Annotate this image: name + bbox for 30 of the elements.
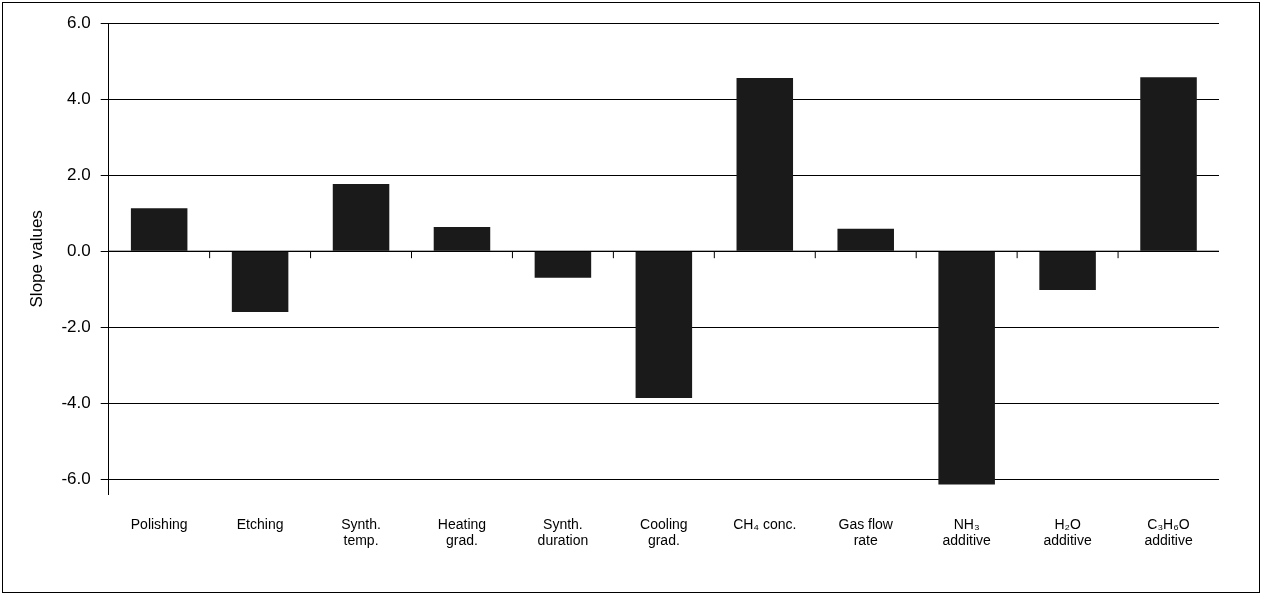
- bar: [938, 251, 995, 485]
- y-tick-label: 4.0: [67, 88, 91, 108]
- y-tick-label: -2.0: [61, 316, 91, 336]
- y-tick-label: -4.0: [61, 392, 91, 412]
- x-tick-label: Heating grad.: [437, 515, 487, 549]
- bar: [1140, 77, 1197, 251]
- bar: [332, 183, 390, 251]
- bar: [635, 251, 693, 398]
- x-tick-label: Synth. duration: [537, 515, 589, 549]
- bar: [130, 208, 188, 251]
- bar: [1039, 251, 1096, 290]
- bar: [534, 251, 592, 278]
- bar: [433, 226, 491, 251]
- x-tick-label: Gas flow rate: [838, 515, 894, 549]
- x-tick-label: Polishing: [130, 515, 188, 532]
- x-tick-label: Synth. temp.: [341, 515, 381, 549]
- y-tick-label: 6.0: [67, 12, 91, 32]
- x-tick-label: CH₄ conc.: [733, 515, 797, 532]
- bar: [837, 228, 894, 251]
- bar: [231, 251, 289, 312]
- bar: [736, 77, 794, 251]
- x-tick-label: Cooling grad.: [640, 515, 688, 549]
- y-tick-label: 2.0: [67, 164, 91, 184]
- x-tick-label: NH₃ additive: [942, 515, 991, 549]
- x-tick-label: H₂O additive: [1043, 515, 1092, 549]
- y-axis-title: Slope values: [26, 210, 46, 308]
- x-tick-label: Etching: [236, 515, 284, 532]
- y-tick-label: -6.0: [61, 468, 91, 488]
- y-tick-label: 0.0: [67, 240, 91, 260]
- x-tick-label: C₃H₆O additive: [1144, 515, 1193, 549]
